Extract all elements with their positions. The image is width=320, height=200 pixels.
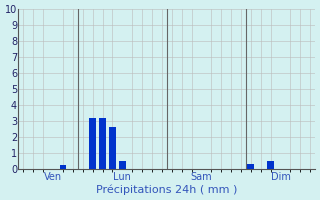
- Bar: [60, 165, 67, 169]
- X-axis label: Précipitations 24h ( mm ): Précipitations 24h ( mm ): [96, 185, 237, 195]
- Bar: [89, 118, 96, 169]
- Bar: [99, 118, 106, 169]
- Bar: [247, 164, 254, 169]
- Bar: [267, 161, 274, 169]
- Bar: [109, 127, 116, 169]
- Bar: [119, 161, 126, 169]
